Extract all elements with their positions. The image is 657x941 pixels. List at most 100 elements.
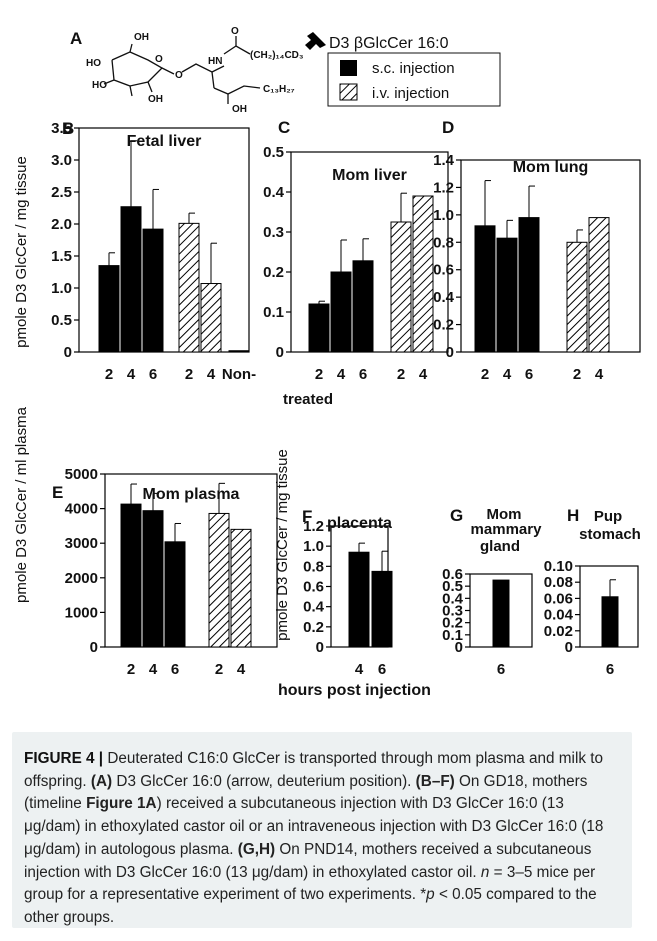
panel-d-frame [460, 159, 641, 353]
panel-b-frame [78, 127, 250, 353]
panel-b-xtick-label: 4 [207, 366, 216, 383]
panel-f-letter: F [302, 507, 312, 526]
panel-d-ytick-label: 1.0 [433, 207, 454, 224]
panel-g-ytick-label: 0 [455, 639, 463, 656]
panel-e-ytick-label: 2000 [65, 570, 98, 587]
panel-d-ytick-label: 0.2 [433, 317, 454, 334]
caption-p-symbol: p [426, 886, 435, 904]
panel-f-ytick-label: 1.0 [303, 538, 324, 555]
panel-d-ytick-label: 0 [446, 344, 454, 361]
panel-c-xtick-label: 6 [359, 366, 367, 383]
panel-f-bar [371, 570, 393, 648]
panel-d-xtick-label: 6 [525, 366, 533, 383]
caption-s4: ) received a subcutaneous injection with… [24, 795, 604, 858]
panel-b-xtick-label: Non- [222, 366, 256, 383]
panel-g-ytick-label: 0.1 [442, 627, 463, 644]
panel-b-xtick-label: 2 [185, 366, 193, 383]
panel-d-ytick-label: 1.2 [433, 179, 454, 196]
panel-b-title: Fetal liver [127, 133, 202, 150]
panel-e-bar [208, 512, 230, 648]
panel-b-letter: B [62, 119, 74, 138]
panel-c-ytick-label: 0.2 [263, 264, 284, 281]
panel-e-letter: E [52, 483, 63, 502]
panel-b-ytick-label: 2.0 [51, 216, 72, 233]
panel-b-xtick-label: 2 [105, 366, 113, 383]
caption-s7: < 0.05 compared to the other groups. [24, 886, 597, 926]
atom-ho-sugar-bottom: HO [92, 80, 107, 91]
panel-c-bar [330, 271, 352, 353]
panel-b-bar [142, 228, 164, 353]
panel-b-bar [98, 265, 120, 353]
panel-f-ytick-label: 0.4 [303, 599, 325, 616]
panel-c-xtick-label: 4 [419, 366, 428, 383]
atom-hn: HN [208, 56, 222, 67]
panel-letter-a: A [70, 29, 82, 48]
panel-b-bar [120, 206, 142, 353]
caption-ref-gh: (G,H) [237, 840, 276, 858]
panel-a-structure: A OH HO HO OH O O HN O ( [70, 26, 326, 115]
panel-c-bar [308, 303, 330, 353]
panel-d-bar [566, 241, 588, 353]
panel-h-ytick-label: 0.08 [544, 574, 573, 591]
figure-4: A OH HO HO OH O O HN O ( [13, 26, 641, 699]
panel-e-frame [104, 473, 278, 648]
caption-n-symbol: n [480, 863, 490, 881]
panel-h-ytick-label: 0.06 [544, 590, 573, 607]
panel-c-bar [352, 260, 374, 353]
panel-e-ytick-label: 3000 [65, 535, 98, 552]
panel-g-ytick-label: 0.3 [442, 603, 463, 620]
panel-d-bar [474, 225, 496, 353]
panel-f-ytick-label: 0.2 [303, 619, 324, 636]
panel-b-bar [228, 350, 250, 353]
panel-e-xtick-label: 2 [215, 661, 223, 678]
panel-g-ytick-label: 0.2 [442, 615, 463, 632]
panel-h-bar [601, 596, 619, 648]
panel-d-xtick-label: 4 [503, 366, 512, 383]
panel-b-bar [178, 222, 200, 353]
panel-g-title-line: mammary [471, 521, 543, 538]
panel-c-xtick-label: 4 [337, 366, 346, 383]
panel-g-xtick-label: 6 [497, 661, 505, 678]
x-label-treated: treated [283, 391, 333, 408]
legend-swatch-hatched [339, 83, 358, 101]
caption-s5: On PND14, mothers received a subcutaneou… [24, 840, 592, 881]
panel-b-xtick-label: 6 [149, 366, 157, 383]
panel-d-ytick-label: 0.8 [433, 234, 454, 251]
panel-d-bar [588, 217, 610, 353]
caption-s1: Deuterated C16:0 GlcCer is transported t… [24, 750, 604, 790]
y-axis-label-top: pmole D3 GlcCer / mg tissue [13, 156, 30, 348]
caption-s3: On GD18, mothers (timeline [24, 772, 588, 813]
panel-b-ytick-label: 0.5 [51, 312, 72, 329]
atom-oh-sugar-bottom: OH [148, 94, 163, 105]
panel-c-ytick-label: 0.1 [263, 304, 284, 321]
legend-label-iv: i.v. injection [372, 85, 449, 102]
panel-b-ytick-label: 3.0 [51, 152, 72, 169]
panel-e-xtick-label: 6 [171, 661, 179, 678]
panel-d-bar [496, 237, 518, 353]
panel-e-xtick-label: 4 [149, 661, 158, 678]
panel-h-title-line: stomach [579, 526, 641, 543]
panel-f-title: placenta [327, 515, 392, 532]
x-axis-label: hours post injection [278, 682, 431, 699]
panel-e-title: Mom plasma [143, 486, 240, 503]
panel-b-ytick-label: 2.5 [51, 184, 72, 201]
panel-e-bar [142, 510, 164, 648]
panel-h-ytick-label: 0.04 [544, 607, 574, 624]
atom-oh-sphingo: OH [232, 104, 247, 115]
figure-canvas: A OH HO HO OH O O HN O ( [13, 26, 641, 699]
panel-e-bar [120, 503, 142, 648]
panel-g-bar [492, 579, 510, 648]
panel-d-bar [518, 217, 540, 353]
panel-e-ytick-label: 0 [90, 639, 98, 656]
panel-e-xtick-label: 2 [127, 661, 135, 678]
atom-o-carbonyl: O [231, 26, 239, 37]
panel-h-xtick-label: 6 [606, 661, 614, 678]
panel-b-bar [200, 283, 222, 353]
atom-o-ring: O [155, 54, 163, 65]
atom-ho-sugar-left: HO [86, 58, 101, 69]
panel-c-bar [412, 195, 434, 353]
panel-g-ytick-label: 0.4 [442, 590, 464, 607]
panel-e-bar [164, 541, 186, 648]
panel-c-xtick-label: 2 [397, 366, 405, 383]
